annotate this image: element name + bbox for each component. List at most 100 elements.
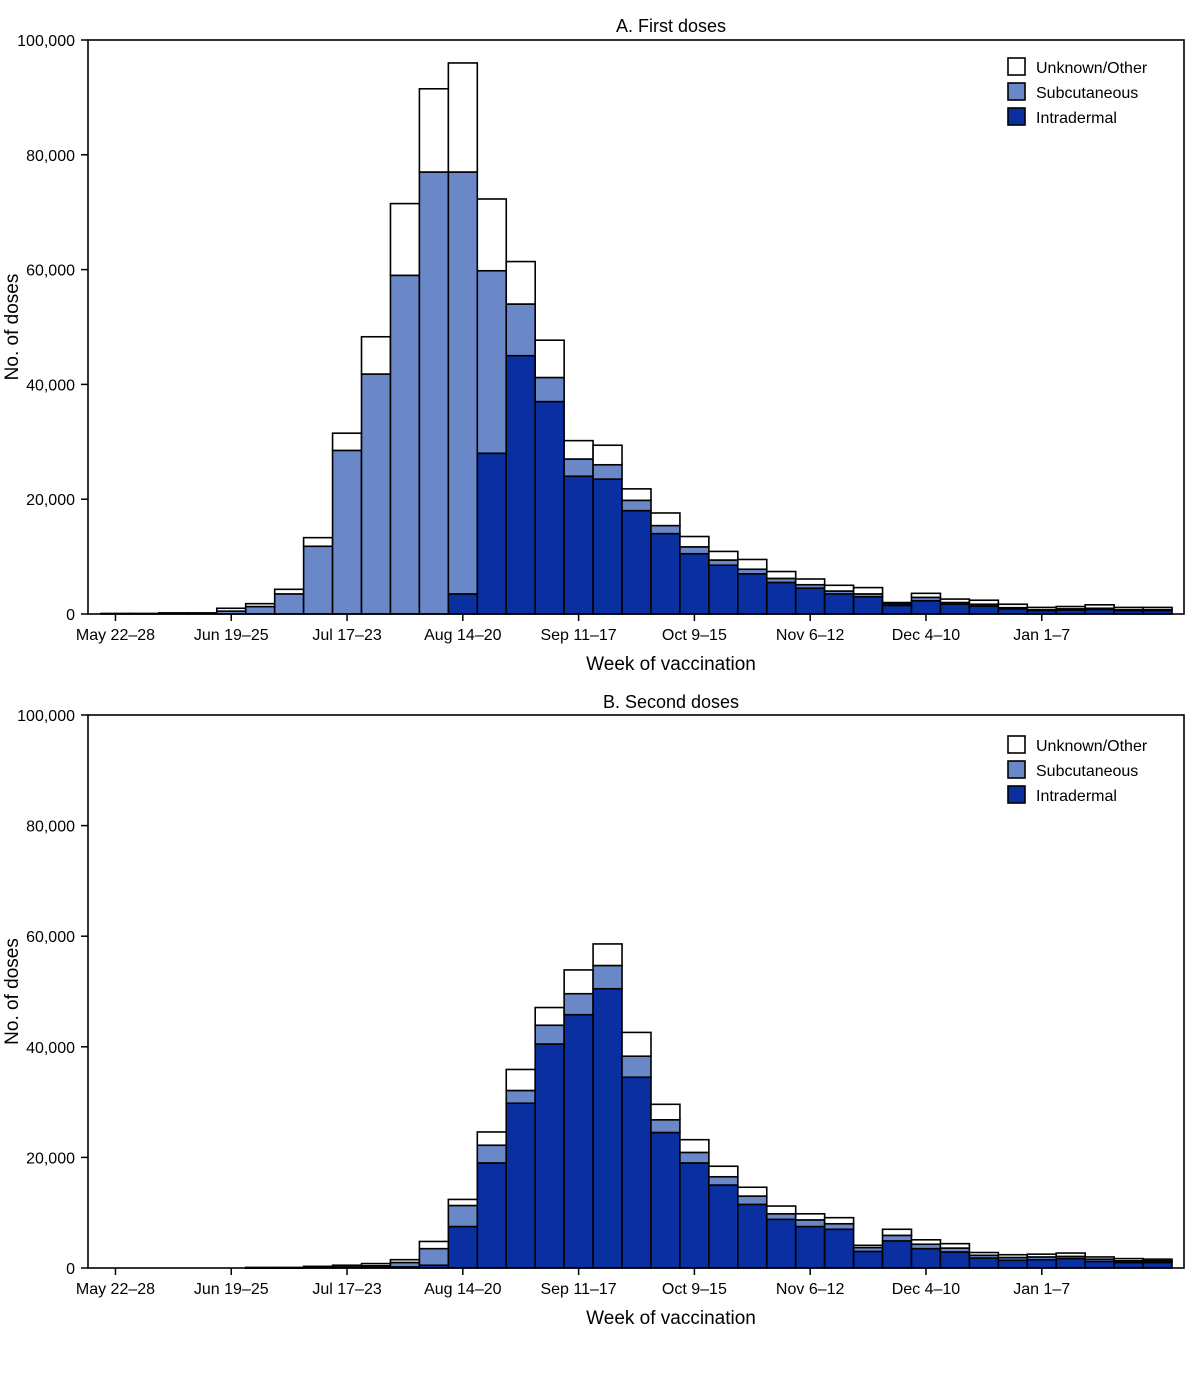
bar-unknown-other-week-5 [215,607,247,612]
x-tick-label: Jan 1–7 [1013,1281,1070,1298]
bar-intradermal-week-26 [823,1228,855,1269]
x-tick-label: May 22–28 [76,627,155,644]
y-tick-label: 0 [66,1261,75,1278]
x-tick-label: Oct 9–15 [662,1281,727,1298]
panel-second-doses: B. Second doses 0 20,000 40,000 60,000 80,000… [2,692,1185,1329]
bar-unknown-other-week-19 [621,488,652,502]
legend-swatch [1007,57,1026,76]
bar-intradermal-week-15 [505,354,536,615]
bar-unknown-other-week-27 [852,1244,884,1249]
x-axis-title: Week of vaccination [586,1308,756,1329]
x-tick-label: Aug 14–20 [424,1281,502,1298]
bar-subcutaneous-week-11 [389,274,421,615]
bar-unknown-other-week-10 [360,335,392,375]
x-tick-label: May 22–28 [76,1281,155,1298]
y-tick-label: 40,000 [26,1040,75,1057]
bar-unknown-other-week-20 [650,1103,681,1121]
bar-subcutaneous-week-21 [679,546,710,555]
x-tick-label: Aug 14–20 [424,627,502,644]
x-tick-label: Jul 17–23 [312,1281,381,1298]
bar-unknown-other-week-24 [765,570,797,580]
bar-unknown-other-week-36 [1113,606,1144,611]
bar-unknown-other-week-30 [939,1242,971,1249]
bar-intradermal-week-16 [534,400,565,615]
bar-subcutaneous-week-15 [505,1089,536,1105]
bar-unknown-other-week-36 [1113,1257,1144,1262]
bar-unknown-other-week-30 [939,598,971,604]
bar-subcutaneous-week-18 [592,463,623,480]
bar-subcutaneous-week-16 [534,1024,565,1045]
bar-intradermal-week-33 [1026,1258,1058,1269]
bar-subcutaneous-week-28 [881,1234,913,1242]
bar-intradermal-week-17 [563,475,594,615]
bar-unknown-other-week-32 [997,603,1029,609]
plot-frame [87,39,1185,615]
bar-intradermal-week-24 [765,581,797,615]
bar-intradermal-week-35 [1084,1260,1115,1269]
chart-title: A. First doses [616,16,726,36]
bar-subcutaneous-week-17 [563,458,594,478]
bar-intradermal-week-15 [505,1102,536,1269]
bar-unknown-other-week-26 [823,584,855,592]
legend-label: Intradermal [1036,788,1117,805]
bar-intradermal-week-18 [592,478,623,615]
bar-unknown-other-week-25 [794,1213,826,1221]
bar-unknown-other-week-18 [592,943,623,967]
bar-subcutaneous-week-20 [650,524,681,535]
x-tick-label: Nov 6–12 [776,627,845,644]
bar-unknown-other-week-16 [534,339,565,379]
bar-unknown-other-week-21 [679,535,710,548]
bar-subcutaneous-week-18 [592,964,623,990]
legend-label: Unknown/Other [1036,738,1148,755]
bar-subcutaneous-week-24 [765,1213,797,1221]
legend-label: Subcutaneous [1036,763,1138,780]
bar-subcutaneous-week-12 [418,1247,450,1267]
bar-intradermal-week-22 [708,564,739,615]
bar-intradermal-week-24 [765,1218,797,1269]
legend: Unknown/Other Subcutaneous Intradermal [1007,57,1148,127]
bar-unknown-other-week-11 [389,202,421,277]
legend-swatch [1007,82,1026,101]
bar-intradermal-week-20 [650,532,681,615]
bar-unknown-other-week-26 [823,1216,855,1225]
bar-intradermal-week-21 [679,552,710,615]
bar-subcutaneous-week-26 [823,1222,855,1231]
bar-subcutaneous-week-19 [621,1055,652,1079]
bar-intradermal-week-23 [737,573,768,615]
bar-unknown-other-week-34 [1055,1252,1086,1258]
bar-intradermal-week-25 [794,1225,826,1269]
bar-unknown-other-week-33 [1026,606,1058,611]
bar-unknown-other-week-9 [331,1264,363,1268]
x-tick-label: Dec 4–10 [892,1281,961,1298]
bar-unknown-other-week-34 [1055,605,1086,610]
y-axis-title: No. of doses [2,938,23,1045]
bar-unknown-other-week-9 [331,432,363,452]
bar-unknown-other-week-35 [1084,1256,1115,1260]
y-tick-label: 100,000 [17,33,75,50]
bar-unknown-other-week-37 [1142,606,1173,611]
bar-unknown-other-week-15 [505,260,536,305]
bar-subcutaneous-week-13 [447,171,479,595]
bar-unknown-other-week-14 [476,198,508,272]
bar-intradermal-week-19 [621,1076,652,1269]
legend-swatch [1007,785,1026,804]
bar-intradermal-week-28 [881,604,913,615]
bar-unknown-other-week-29 [910,592,942,599]
bar-subcutaneous-week-25 [794,1219,826,1228]
bar-intradermal-week-14 [476,1162,508,1269]
y-tick-label: 80,000 [26,148,75,165]
bar-unknown-other-week-35 [1084,604,1115,610]
y-tick-label: 80,000 [26,819,75,836]
bar-subcutaneous-week-23 [737,1195,768,1206]
x-axis-title: Week of vaccination [586,654,756,675]
bar-subcutaneous-week-22 [708,1175,739,1186]
bar-unknown-other-week-21 [679,1138,710,1154]
bar-unknown-other-week-29 [910,1239,942,1246]
bar-unknown-other-week-16 [534,1006,565,1027]
bar-unknown-other-week-7 [273,588,305,595]
x-tick-label: Oct 9–15 [662,627,727,644]
bar-subcutaneous-week-14 [476,1144,508,1164]
bar-unknown-other-week-17 [563,969,594,995]
bar-intradermal-week-29 [910,1247,942,1269]
bar-intradermal-week-27 [852,595,884,615]
